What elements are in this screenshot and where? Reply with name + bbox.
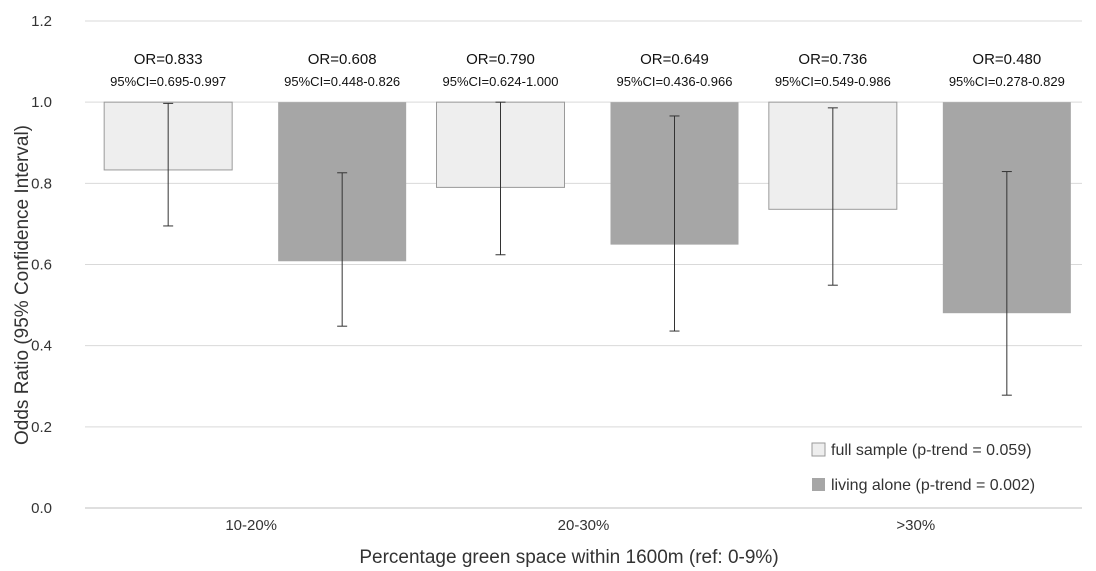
x-tick-label: 10-20% — [225, 517, 277, 534]
y-tick-label: 1.2 — [31, 13, 52, 30]
x-axis-title: Percentage green space within 1600m (ref… — [359, 547, 778, 568]
or-label: OR=0.480 — [972, 51, 1041, 68]
legend-swatch-full-sample — [811, 442, 826, 457]
ci-label: 95%CI=0.436-0.966 — [616, 74, 732, 89]
ci-label: 95%CI=0.549-0.986 — [775, 74, 891, 89]
y-axis-title: Odds Ratio (95% Confidence Interval) — [12, 125, 33, 445]
y-tick-label: 1.0 — [31, 94, 52, 111]
or-label: OR=0.608 — [308, 51, 377, 68]
gridlines — [85, 20, 1082, 509]
or-label: OR=0.833 — [134, 51, 203, 68]
y-tick-label: 0.4 — [31, 338, 52, 355]
y-tick-label: 0.0 — [31, 500, 52, 517]
legend: full sample (p-trend = 0.059) living alo… — [811, 442, 1035, 494]
ci-label: 95%CI=0.624-1.000 — [442, 74, 558, 89]
ci-label: 95%CI=0.448-0.826 — [284, 74, 400, 89]
ci-label: 95%CI=0.278-0.829 — [949, 74, 1065, 89]
y-tick-labels: 0.0 0.2 0.4 0.6 0.8 1.0 1.2 — [31, 13, 52, 517]
data-labels: OR=0.833 95%CI=0.695-0.997 OR=0.608 95%CI=0… — [110, 51, 1065, 89]
x-tick-labels: 10-20% 20-30% >30% — [225, 517, 935, 534]
or-label: OR=0.790 — [466, 51, 535, 68]
y-tick-label: 0.8 — [31, 175, 52, 192]
legend-swatch-living-alone — [812, 478, 825, 491]
error-bars — [163, 101, 1012, 396]
legend-label-living-alone: living alone (p-trend = 0.002) — [831, 477, 1035, 494]
x-tick-label: >30% — [896, 517, 935, 534]
or-label: OR=0.649 — [640, 51, 709, 68]
y-tick-label: 0.2 — [31, 419, 52, 436]
bars — [103, 101, 1071, 314]
legend-label-full-sample: full sample (p-trend = 0.059) — [831, 442, 1032, 459]
y-tick-label: 0.6 — [31, 257, 52, 274]
x-tick-label: 20-30% — [558, 517, 610, 534]
ci-label: 95%CI=0.695-0.997 — [110, 74, 226, 89]
or-label: OR=0.736 — [798, 51, 867, 68]
